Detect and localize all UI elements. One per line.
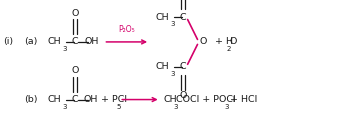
Text: 3: 3 <box>225 104 229 110</box>
Text: CH: CH <box>48 95 61 104</box>
Text: O: O <box>72 66 79 75</box>
Text: 3: 3 <box>63 104 67 110</box>
Text: C: C <box>180 62 186 71</box>
Text: OH: OH <box>85 37 99 46</box>
Text: O: O <box>199 37 207 46</box>
Text: CH: CH <box>156 62 169 71</box>
Text: 3: 3 <box>173 104 178 110</box>
Text: 5: 5 <box>116 104 121 110</box>
Text: COCl + POCl: COCl + POCl <box>176 95 235 104</box>
Text: O: O <box>230 37 237 46</box>
Text: OH: OH <box>84 95 98 104</box>
Text: 3: 3 <box>170 21 175 27</box>
Text: CH: CH <box>48 37 61 46</box>
Text: + PCl: + PCl <box>98 95 127 104</box>
Text: (a): (a) <box>24 37 37 46</box>
Text: + HCl: + HCl <box>227 95 257 104</box>
Text: C: C <box>180 13 186 21</box>
Text: (i): (i) <box>4 37 14 46</box>
Text: C: C <box>72 37 78 46</box>
Text: (b): (b) <box>24 95 37 104</box>
Text: CH: CH <box>156 13 169 21</box>
Text: CH: CH <box>163 95 177 104</box>
Text: 3: 3 <box>170 71 175 77</box>
Text: O: O <box>179 91 186 100</box>
Text: 3: 3 <box>63 46 67 52</box>
Text: + H: + H <box>212 37 233 46</box>
Text: P₂O₅: P₂O₅ <box>118 25 135 34</box>
Text: 2: 2 <box>227 46 231 52</box>
Text: O: O <box>72 9 79 18</box>
Text: C: C <box>72 95 78 104</box>
